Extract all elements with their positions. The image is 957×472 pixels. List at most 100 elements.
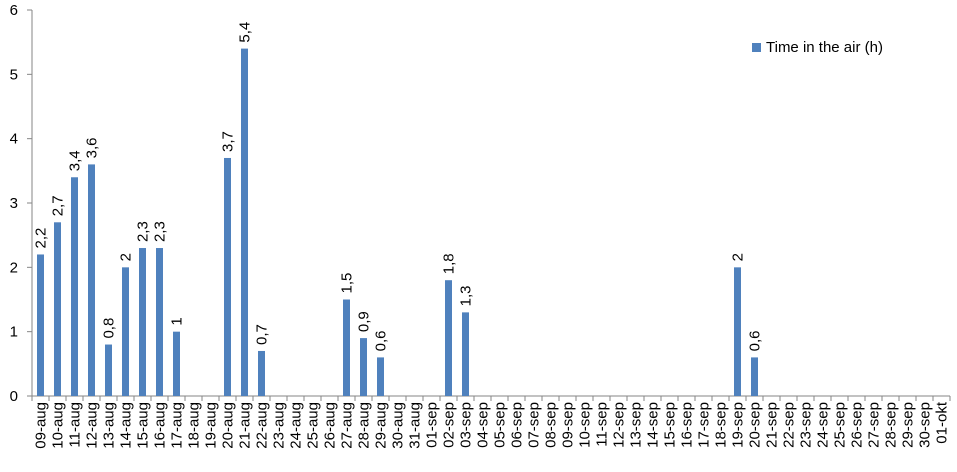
x-tick-label: 30-aug xyxy=(390,402,407,449)
value-label: 0,8 xyxy=(101,318,118,339)
x-tick-label: 01-okt xyxy=(934,401,951,444)
value-label: 2,2 xyxy=(33,228,50,249)
bar xyxy=(360,338,367,396)
x-tick-label: 13-sep xyxy=(628,402,645,448)
x-tick-label: 27-aug xyxy=(339,402,356,449)
x-tick-label: 19-sep xyxy=(730,402,747,448)
bar xyxy=(343,299,350,396)
x-tick-label: 26-aug xyxy=(322,402,339,449)
bar xyxy=(258,350,265,396)
x-tick-label: 30-sep xyxy=(917,402,934,448)
bar xyxy=(122,267,129,396)
x-tick-label: 17-aug xyxy=(169,402,186,449)
value-label: 1,5 xyxy=(339,273,356,294)
x-tick-label: 21-aug xyxy=(237,402,254,449)
x-tick-label: 11-sep xyxy=(594,402,611,447)
bar xyxy=(462,312,469,396)
bar xyxy=(445,280,452,396)
x-tick-label: 02-sep xyxy=(441,402,458,448)
x-tick-label: 10-sep xyxy=(577,402,594,448)
value-label: 5,4 xyxy=(237,22,254,43)
y-tick-label: 1 xyxy=(10,324,18,341)
x-tick-label: 25-sep xyxy=(832,402,849,448)
bar xyxy=(173,331,180,396)
x-tick-label: 03-sep xyxy=(458,402,475,448)
x-tick-label: 07-sep xyxy=(526,402,543,448)
x-tick-label: 12-aug xyxy=(84,402,101,449)
x-tick-label: 28-sep xyxy=(883,402,900,448)
bar xyxy=(224,157,231,396)
x-tick-label: 15-aug xyxy=(135,402,152,449)
x-tick-label: 22-aug xyxy=(254,402,271,449)
x-tick-label: 09-sep xyxy=(560,402,577,448)
value-label: 2 xyxy=(730,253,747,261)
bar xyxy=(139,248,146,396)
bar xyxy=(105,344,112,396)
value-label: 0,6 xyxy=(373,331,390,352)
value-label: 0,7 xyxy=(254,324,271,345)
x-tick-label: 28-aug xyxy=(356,402,373,449)
value-label: 3,7 xyxy=(220,131,237,152)
x-tick-label: 19-aug xyxy=(203,402,220,449)
x-tick-label: 16-sep xyxy=(679,402,696,448)
x-tick-label: 10-aug xyxy=(50,402,67,449)
x-tick-label: 09-aug xyxy=(33,402,50,449)
y-tick-label: 3 xyxy=(10,195,18,212)
value-label: 2,3 xyxy=(135,221,152,242)
x-tick-label: 20-sep xyxy=(747,402,764,448)
x-tick-label: 29-aug xyxy=(373,402,390,449)
x-tick-label: 31-aug xyxy=(407,402,424,449)
x-tick-label: 24-sep xyxy=(815,402,832,448)
x-tick-label: 23-aug xyxy=(271,402,288,449)
value-label: 3,4 xyxy=(67,150,84,171)
bar xyxy=(71,177,78,396)
x-tick-label: 25-aug xyxy=(305,402,322,449)
value-label: 1 xyxy=(169,317,186,325)
value-label: 0,9 xyxy=(356,311,373,332)
x-tick-label: 27-sep xyxy=(866,402,883,448)
value-label: 0,6 xyxy=(747,331,764,352)
bar xyxy=(37,254,44,396)
x-tick-label: 05-sep xyxy=(492,402,509,448)
x-tick-label: 24-aug xyxy=(288,402,305,449)
bar xyxy=(156,248,163,396)
x-tick-label: 23-sep xyxy=(798,402,815,448)
x-tick-label: 16-aug xyxy=(152,402,169,449)
x-tick-label: 06-sep xyxy=(509,402,526,448)
x-tick-label: 12-sep xyxy=(611,402,628,448)
x-tick-label: 15-sep xyxy=(662,402,679,448)
x-tick-label: 26-sep xyxy=(849,402,866,448)
x-tick-label: 04-sep xyxy=(475,402,492,448)
x-tick-label: 18-aug xyxy=(186,402,203,449)
x-tick-label: 08-sep xyxy=(543,402,560,448)
x-tick-label: 22-sep xyxy=(781,402,798,448)
bar xyxy=(751,357,758,396)
value-label: 1,3 xyxy=(458,286,475,307)
value-label: 3,6 xyxy=(84,138,101,159)
value-label: 1,8 xyxy=(441,253,458,274)
x-tick-label: 13-aug xyxy=(101,402,118,449)
value-label: 2,3 xyxy=(152,221,169,242)
bar xyxy=(88,164,95,396)
legend-swatch xyxy=(752,43,761,52)
x-tick-label: 14-sep xyxy=(645,402,662,448)
y-tick-label: 6 xyxy=(10,2,18,19)
x-tick-label: 14-aug xyxy=(118,402,135,449)
bar xyxy=(54,222,61,396)
value-label: 2,7 xyxy=(50,195,67,216)
x-tick-label: 18-sep xyxy=(713,402,730,448)
y-tick-label: 0 xyxy=(10,388,18,405)
x-tick-label: 17-sep xyxy=(696,402,713,448)
bar xyxy=(734,267,741,396)
y-tick-label: 5 xyxy=(10,66,18,83)
x-tick-label: 20-aug xyxy=(220,402,237,449)
legend-label: Time in the air (h) xyxy=(766,39,883,56)
x-tick-label: 29-sep xyxy=(900,402,917,448)
y-tick-label: 4 xyxy=(10,131,18,148)
x-tick-label: 11-aug xyxy=(67,402,84,448)
x-tick-label: 21-sep xyxy=(764,402,781,448)
x-tick-label: 01-sep xyxy=(424,402,441,448)
bar xyxy=(377,357,384,396)
bar xyxy=(241,48,248,396)
